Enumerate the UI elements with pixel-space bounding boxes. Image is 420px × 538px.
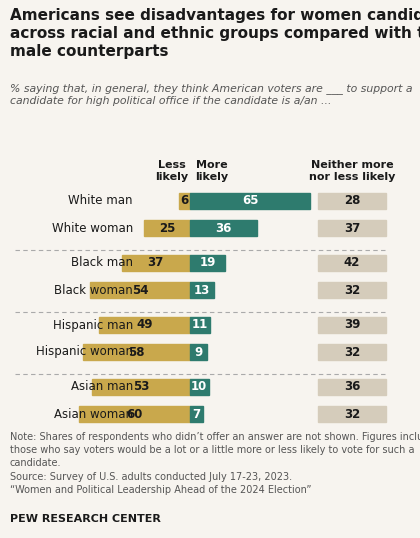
Bar: [190, 220, 257, 236]
Bar: [144, 220, 190, 236]
Text: 19: 19: [200, 257, 216, 270]
Text: 6: 6: [180, 195, 189, 208]
Text: 37: 37: [148, 257, 164, 270]
Text: Americans see disadvantages for women candidates
across racial and ethnic groups: Americans see disadvantages for women ca…: [10, 8, 420, 59]
Bar: [100, 317, 190, 333]
Text: More
likely: More likely: [195, 160, 228, 182]
Bar: [318, 317, 386, 333]
Text: 32: 32: [344, 407, 360, 421]
Text: 9: 9: [194, 345, 202, 358]
Text: Hispanic man: Hispanic man: [53, 318, 133, 331]
Text: Asian man: Asian man: [71, 380, 133, 393]
Text: 54: 54: [132, 284, 148, 296]
Text: 42: 42: [344, 257, 360, 270]
Bar: [90, 282, 190, 298]
Bar: [318, 344, 386, 360]
Text: 32: 32: [344, 284, 360, 296]
Text: White woman: White woman: [52, 222, 133, 235]
Bar: [190, 317, 210, 333]
Text: 65: 65: [242, 195, 258, 208]
Bar: [190, 344, 207, 360]
Text: Neither more
nor less likely: Neither more nor less likely: [309, 160, 395, 182]
Bar: [179, 193, 190, 209]
Text: 53: 53: [133, 380, 149, 393]
Bar: [190, 255, 225, 271]
Text: 39: 39: [344, 318, 360, 331]
Text: 13: 13: [194, 284, 210, 296]
Bar: [190, 282, 214, 298]
Text: 25: 25: [159, 222, 175, 235]
Text: Less
likely: Less likely: [155, 160, 189, 182]
Bar: [79, 406, 190, 422]
Text: 49: 49: [136, 318, 153, 331]
Text: Hispanic woman: Hispanic woman: [36, 345, 133, 358]
Text: % saying that, in general, they think American voters are ___ to support a
candi: % saying that, in general, they think Am…: [10, 83, 412, 107]
Bar: [190, 379, 208, 395]
Text: 10: 10: [191, 380, 207, 393]
Text: 28: 28: [344, 195, 360, 208]
Bar: [121, 255, 190, 271]
Bar: [318, 220, 386, 236]
Bar: [318, 193, 386, 209]
Text: 36: 36: [215, 222, 231, 235]
Bar: [92, 379, 190, 395]
Text: 11: 11: [192, 318, 208, 331]
Bar: [83, 344, 190, 360]
Text: White man: White man: [68, 195, 133, 208]
Text: Note: Shares of respondents who didn’t offer an answer are not shown. Figures in: Note: Shares of respondents who didn’t o…: [10, 432, 420, 495]
Text: 32: 32: [344, 345, 360, 358]
Text: 7: 7: [192, 407, 200, 421]
Text: 36: 36: [344, 380, 360, 393]
Text: Black man: Black man: [71, 257, 133, 270]
Text: 37: 37: [344, 222, 360, 235]
Bar: [318, 282, 386, 298]
Bar: [318, 255, 386, 271]
Bar: [190, 406, 203, 422]
Bar: [318, 379, 386, 395]
Bar: [318, 406, 386, 422]
Text: Black woman: Black woman: [54, 284, 133, 296]
Text: PEW RESEARCH CENTER: PEW RESEARCH CENTER: [10, 514, 161, 524]
Text: Asian woman: Asian woman: [54, 407, 133, 421]
Text: 58: 58: [128, 345, 144, 358]
Bar: [190, 193, 310, 209]
Text: 60: 60: [126, 407, 143, 421]
